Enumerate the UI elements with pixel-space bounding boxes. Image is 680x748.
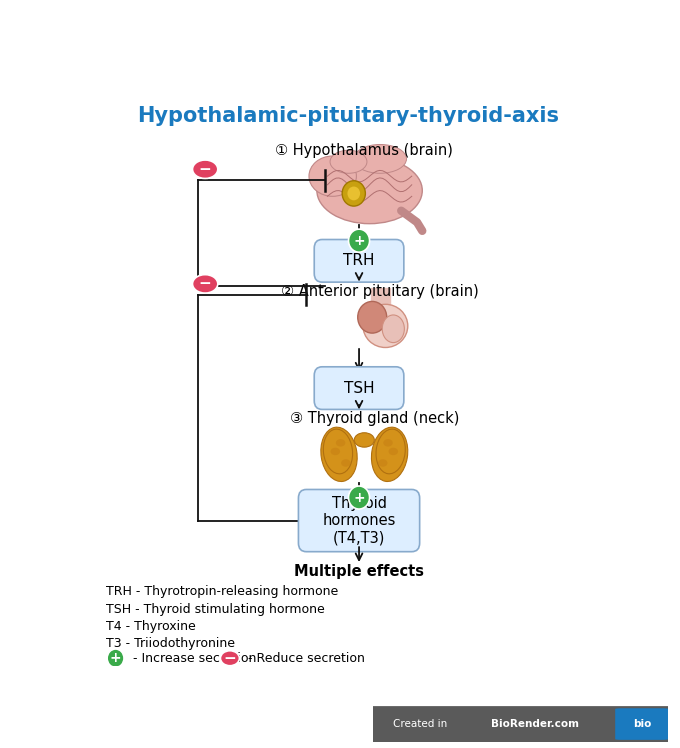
Text: Multiple effects: Multiple effects (294, 564, 424, 580)
Ellipse shape (192, 275, 218, 293)
Circle shape (348, 486, 370, 509)
Circle shape (107, 649, 124, 667)
FancyBboxPatch shape (314, 367, 404, 409)
Ellipse shape (376, 429, 405, 473)
Circle shape (342, 181, 365, 206)
Ellipse shape (192, 160, 218, 179)
Text: ③ Thyroid gland (neck): ③ Thyroid gland (neck) (290, 411, 460, 426)
Text: Hypothalamic-pituitary-thyroid-axis: Hypothalamic-pituitary-thyroid-axis (137, 105, 560, 126)
Ellipse shape (330, 150, 367, 174)
Text: +: + (109, 652, 121, 665)
Text: BioRender.com: BioRender.com (491, 719, 579, 729)
Ellipse shape (371, 427, 408, 482)
Ellipse shape (384, 439, 393, 447)
Text: - Increase secretion: - Increase secretion (129, 652, 256, 665)
Ellipse shape (317, 157, 422, 224)
Text: −: − (199, 162, 211, 177)
Ellipse shape (323, 429, 353, 473)
Ellipse shape (321, 427, 357, 482)
Ellipse shape (363, 304, 408, 348)
Text: T3 - Triiodothyronine: T3 - Triiodothyronine (106, 637, 235, 650)
Ellipse shape (341, 459, 351, 467)
Ellipse shape (330, 448, 340, 456)
Text: bio: bio (632, 719, 651, 729)
Text: ② Anterior pituitary (brain): ② Anterior pituitary (brain) (282, 283, 479, 299)
Circle shape (347, 186, 360, 200)
Ellipse shape (378, 459, 388, 467)
Text: ① Hypothalamus (brain): ① Hypothalamus (brain) (275, 143, 454, 158)
Text: Created in: Created in (393, 719, 447, 729)
FancyBboxPatch shape (314, 239, 404, 282)
FancyBboxPatch shape (299, 489, 420, 552)
Text: TRH: TRH (343, 254, 375, 269)
Text: TRH - Thyrotropin-releasing hormone: TRH - Thyrotropin-releasing hormone (106, 586, 339, 598)
Ellipse shape (336, 439, 345, 447)
Text: −: − (199, 276, 211, 292)
FancyBboxPatch shape (615, 708, 668, 740)
Text: - Reduce secretion: - Reduce secretion (244, 652, 365, 665)
Ellipse shape (309, 156, 356, 196)
Ellipse shape (354, 144, 407, 174)
FancyBboxPatch shape (373, 706, 668, 742)
Text: +: + (353, 491, 365, 505)
Circle shape (348, 229, 370, 252)
Ellipse shape (358, 301, 387, 333)
Text: −: − (224, 651, 237, 666)
Text: TSH - Thyroid stimulating hormone: TSH - Thyroid stimulating hormone (106, 603, 325, 616)
Ellipse shape (382, 315, 405, 343)
Text: TSH: TSH (343, 381, 375, 396)
Text: +: + (353, 233, 365, 248)
Ellipse shape (220, 651, 239, 666)
Ellipse shape (354, 433, 374, 447)
Text: Thyroid
hormones
(T4,T3): Thyroid hormones (T4,T3) (322, 496, 396, 545)
Ellipse shape (388, 448, 398, 456)
Text: T4 - Thyroxine: T4 - Thyroxine (106, 620, 196, 633)
